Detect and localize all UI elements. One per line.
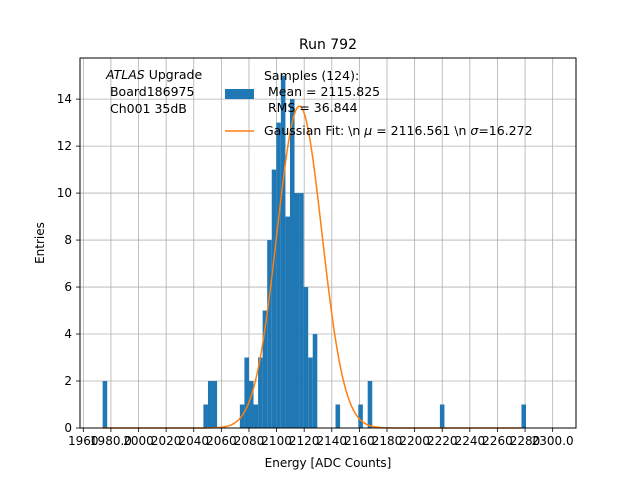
y-axis-label: Entries (33, 222, 47, 264)
x-tick-label-8: 2120 (289, 434, 320, 448)
legend-fit-label: Gaussian Fit: \n μ = 2116.561 \n σ=16.27… (264, 123, 533, 138)
x-tick-label-11: 2180 (372, 434, 403, 448)
x-tick-label-13: 2220 (427, 434, 458, 448)
histogram-bar-23 (367, 381, 373, 428)
histogram-bar-3 (212, 381, 218, 428)
y-tick-label-6: 12 (57, 139, 72, 153)
x-tick-label-1: 1980.0 (90, 434, 132, 448)
histogram-bar-0 (102, 381, 108, 428)
histogram-bar-14 (285, 216, 290, 428)
histogram-bar-19 (308, 357, 313, 428)
chart-title: Run 792 (299, 37, 357, 53)
x-tick-label-10: 2160 (344, 434, 375, 448)
histogram-bar-21 (335, 404, 341, 428)
x-tick-label-15: 2260 (482, 434, 513, 448)
y-axis-ticks: 0 2 4 6 8 10 12 14 (57, 92, 80, 435)
x-tick-label-12: 2200 (399, 434, 430, 448)
histogram-bar-15 (289, 99, 295, 428)
x-tick-label-14: 2240 (455, 434, 486, 448)
x-tick-label-3: 2020 (151, 434, 182, 448)
plot-frame (79, 57, 577, 429)
histogram-bar-1 (203, 404, 208, 428)
histogram-bar-8 (258, 357, 263, 428)
y-tick-label-5: 10 (57, 186, 72, 200)
histogram-bar-6 (248, 381, 254, 428)
histogram-bar-12 (276, 122, 281, 428)
x-tick-label-9: 2140 (317, 434, 348, 448)
x-tick-label-17: 2300.0 (532, 434, 574, 448)
x-tick-label-7: 2100 (261, 434, 292, 448)
histogram-bar-11 (271, 169, 277, 429)
histogram-bar-22 (358, 404, 363, 428)
atlas-label-line-3: Ch001 35dB (106, 101, 187, 116)
histogram-bar-7 (253, 404, 259, 428)
histogram-bar-16 (294, 193, 300, 428)
x-tick-label-4: 2040 (178, 434, 209, 448)
x-axis-ticks: 19601980.0200020202040206020802100212021… (68, 428, 574, 448)
atlas-annotation: ATLAS Upgrade Board186975 Ch001 35dB (105, 67, 202, 116)
legend: Samples (124): Mean = 2115.825 RMS = 36.… (0, 0, 533, 138)
histogram-bar-18 (303, 287, 309, 428)
y-tick-label-3: 6 (64, 280, 72, 294)
histogram-bar-24 (439, 404, 445, 428)
histogram-bar-20 (312, 334, 318, 428)
legend-histogram-swatch (225, 89, 254, 99)
y-tick-label-1: 2 (64, 374, 72, 388)
y-tick-label-7: 14 (57, 92, 72, 106)
histogram-bar-9 (262, 310, 268, 428)
histogram-bar-2 (207, 381, 213, 428)
y-tick-label-4: 8 (64, 233, 72, 247)
x-tick-label-5: 2060 (206, 434, 237, 448)
histogram-bar-17 (299, 193, 304, 428)
histogram-bar-5 (244, 357, 249, 428)
y-tick-label-0: 0 (64, 421, 72, 435)
histogram-bar-10 (267, 240, 272, 428)
histogram-bar-25 (521, 404, 527, 428)
atlas-label-line-2: Board186975 (106, 84, 194, 99)
x-tick-label-0: 1960 (68, 434, 99, 448)
x-tick-label-6: 2080 (234, 434, 265, 448)
legend-histogram-label: Samples (124): Mean = 2115.825 RMS = 36.… (0, 0, 416, 115)
x-tick-label-2: 2000 (123, 434, 154, 448)
x-axis-label: Energy [ADC Counts] (265, 456, 392, 470)
histogram-bar-13 (280, 75, 286, 428)
x-tick-label-16: 2280 (510, 434, 541, 448)
y-tick-label-2: 4 (64, 327, 72, 341)
atlas-label-line-1: ATLAS Upgrade (105, 67, 202, 82)
